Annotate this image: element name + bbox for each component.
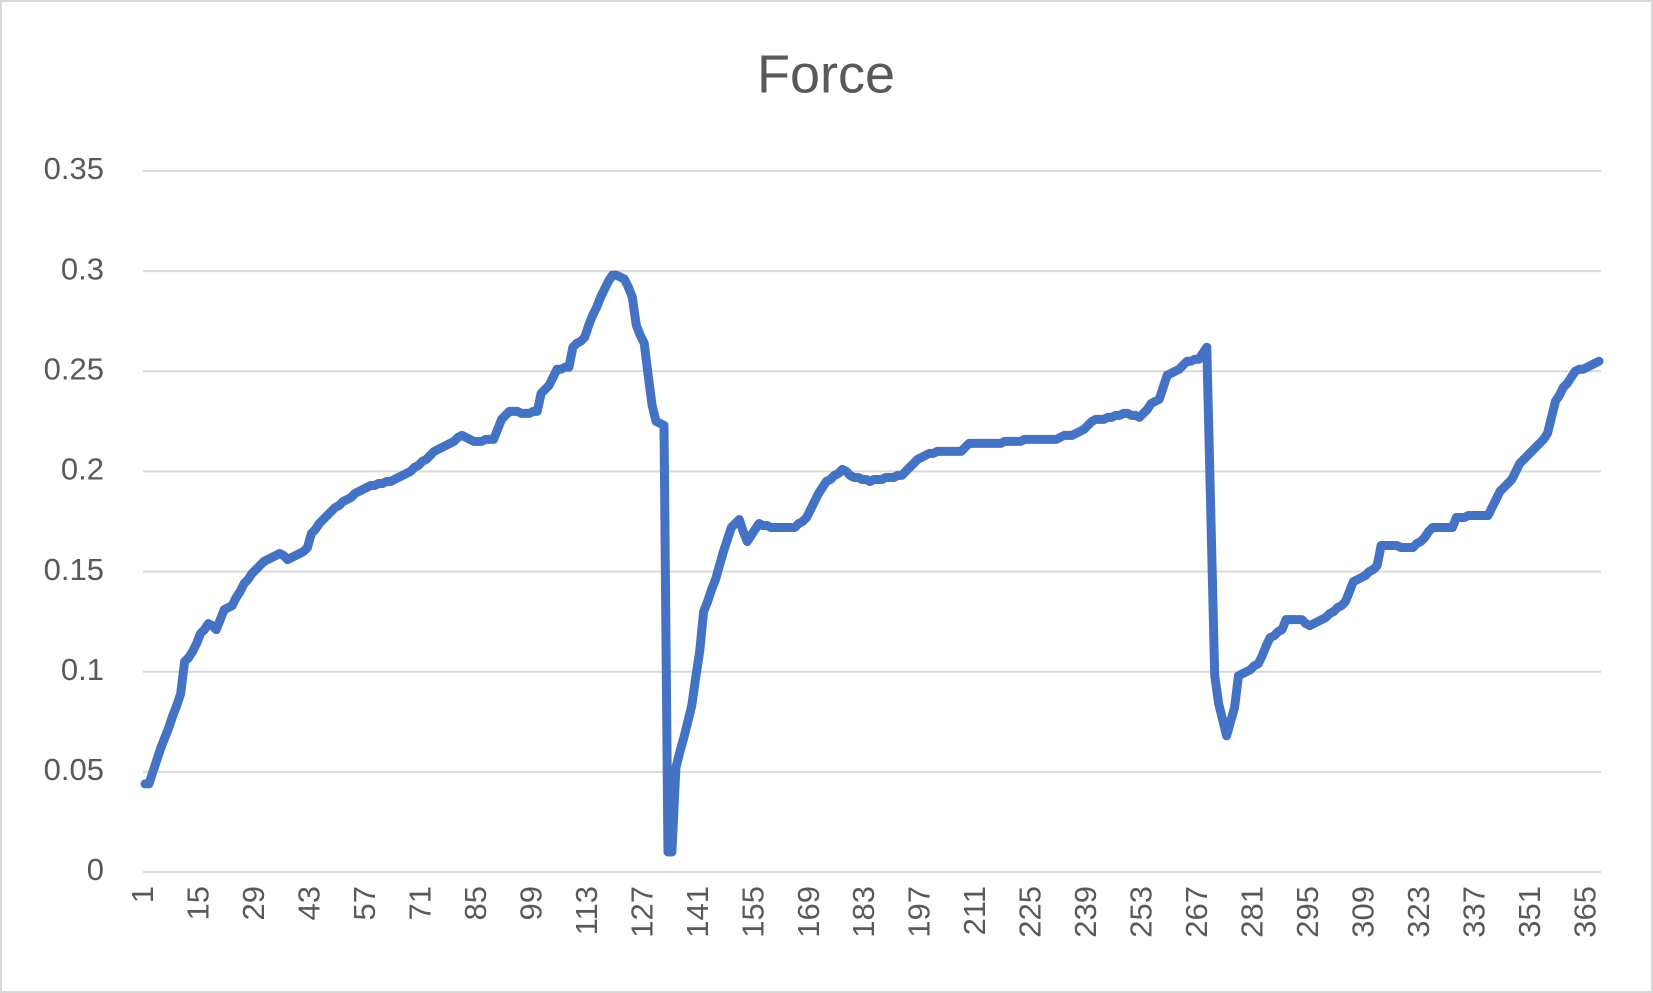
x-tick-label: 127 [624,886,659,938]
x-tick-label: 141 [680,886,715,938]
y-tick-label: 0.15 [44,552,104,587]
y-tick-label: 0.3 [61,251,104,286]
x-tick-label: 29 [236,886,271,920]
x-tick-label: 197 [902,886,937,938]
x-tick-label: 85 [458,886,493,920]
y-tick-label: 0.25 [44,351,104,386]
x-tick-label: 43 [292,886,327,920]
y-tick-label: 0.05 [44,752,104,787]
x-tick-label: 337 [1456,886,1491,938]
y-tick-label: 0.2 [61,452,104,487]
x-tick-label: 57 [347,886,382,920]
x-tick-label: 295 [1290,886,1325,938]
y-tick-label: 0.35 [44,151,104,186]
y-tick-label: 0.1 [61,652,104,687]
x-tick-label: 239 [1068,886,1103,938]
x-tick-label: 15 [181,886,216,920]
x-tick-label: 169 [791,886,826,938]
data-line [140,270,1604,857]
x-tick-label: 253 [1124,886,1159,938]
x-tick-label: 211 [957,886,992,935]
x-tick-label: 351 [1512,886,1547,938]
x-tick-label: 183 [846,886,881,938]
x-tick-label: 323 [1401,886,1436,938]
x-tick-label: 155 [735,886,770,938]
x-tick-label: 225 [1013,886,1048,938]
y-tick-label: 0 [87,852,104,887]
x-tick-label: 309 [1345,886,1380,938]
x-tick-label: 99 [513,886,548,920]
x-tick-label: 365 [1567,886,1602,938]
x-tick-label: 113 [569,886,604,935]
chart-title: Force [757,44,895,104]
x-tick-label: 281 [1235,886,1270,938]
x-tick-label: 71 [403,886,438,920]
x-tick-label: 1 [125,886,160,903]
x-tick-label: 267 [1179,886,1214,938]
